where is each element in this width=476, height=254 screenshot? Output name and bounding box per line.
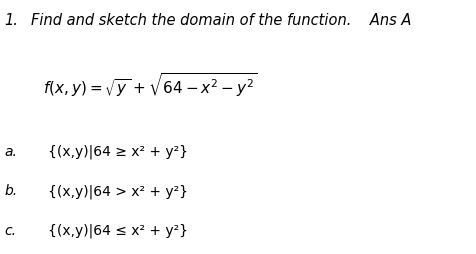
Text: a.: a.: [5, 145, 18, 159]
Text: Find and sketch the domain of the function.    Ans A: Find and sketch the domain of the functi…: [31, 13, 411, 28]
Text: {(x,y)|64 > x² + y²}: {(x,y)|64 > x² + y²}: [48, 184, 188, 199]
Text: $f(x,y) = \sqrt{y\,} + \sqrt{64 - x^2 - y^2}$: $f(x,y) = \sqrt{y\,} + \sqrt{64 - x^2 - …: [43, 71, 258, 99]
Text: 1.: 1.: [5, 13, 19, 28]
Text: c.: c.: [5, 224, 17, 237]
Text: {(x,y)|64 ≥ x² + y²}: {(x,y)|64 ≥ x² + y²}: [48, 145, 188, 159]
Text: b.: b.: [5, 184, 18, 198]
Text: {(x,y)|64 ≤ x² + y²}: {(x,y)|64 ≤ x² + y²}: [48, 224, 188, 238]
